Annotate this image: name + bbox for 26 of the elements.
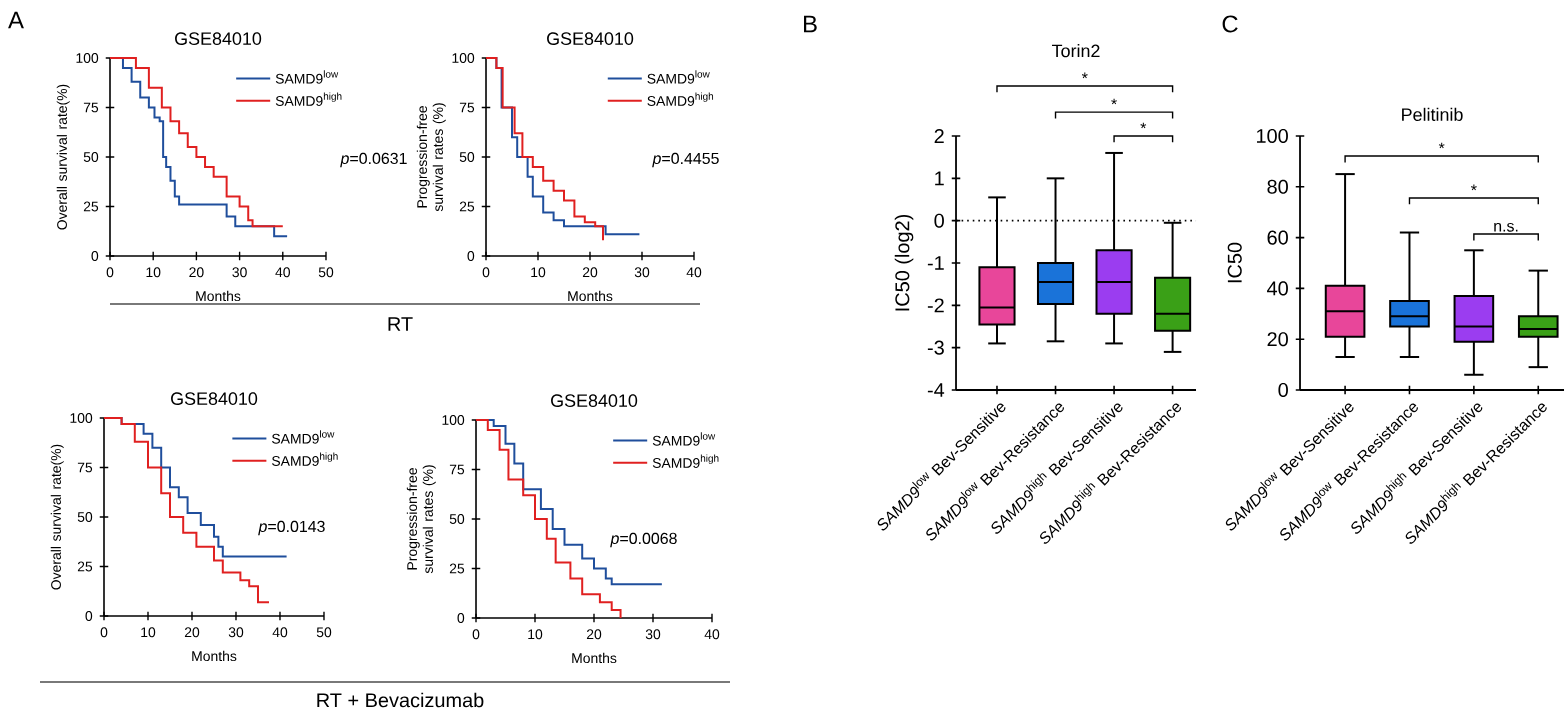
y-tick-label: 0 [934, 213, 944, 228]
y-tick-label: -4 [927, 383, 945, 397]
y-tick-label: 2 [934, 129, 944, 143]
chart-title: GSE84010 [171, 392, 258, 405]
y-tick-label: -2 [927, 298, 944, 313]
chart-title: Pelitinib [1402, 107, 1463, 121]
text: RT + Bevacizumab [317, 692, 484, 708]
y-tick-label: 40 [1267, 281, 1288, 296]
y-tick-label: 60 [1267, 230, 1288, 245]
text: RT [388, 317, 413, 331]
y-axis-title: IC50 [1227, 242, 1242, 283]
y-tick-label: -3 [927, 340, 944, 355]
y-tick-label: 80 [1267, 179, 1288, 194]
y-tick-label: -1 [927, 256, 944, 270]
text: B [804, 15, 817, 33]
chart-title: Torin2 [1052, 44, 1100, 58]
y-axis-title: IC50 (log2) [894, 214, 914, 311]
chart-title: GSE84010 [175, 32, 262, 45]
y-tick-label: 0 [1278, 382, 1288, 398]
y-tick-label: 20 [1267, 332, 1288, 347]
text: A [8, 11, 24, 29]
y-tick-label: 1 [935, 171, 944, 186]
y-tick-label: 100 [1257, 128, 1288, 144]
chart-title: GSE84010 [551, 394, 638, 407]
chart-title: GSE84010 [547, 32, 634, 45]
text: C [1222, 15, 1238, 33]
